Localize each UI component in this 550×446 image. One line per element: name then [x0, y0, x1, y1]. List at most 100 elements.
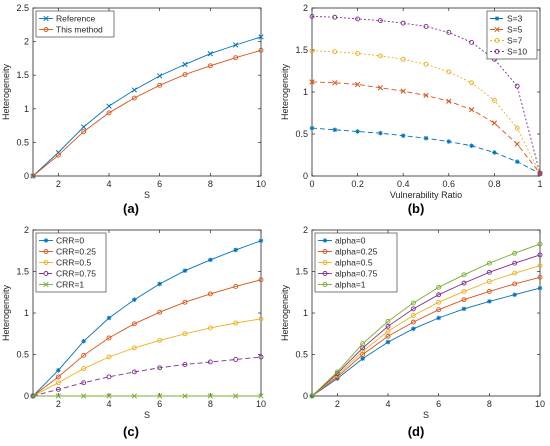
chart-panel-2: 0 0.2 0.4 0.6 0.8 1 0 0.5 1 1.5 2 Vulnerability Rat…	[280, 3, 543, 216]
x-tick-label: 1	[537, 179, 542, 189]
y-tick-label: 1.5	[295, 45, 308, 55]
data-point	[55, 152, 61, 158]
data-point	[468, 106, 475, 113]
data-point	[486, 288, 492, 294]
series-3	[309, 263, 543, 399]
y-tick-label: 1	[303, 308, 308, 318]
data-point	[436, 315, 441, 321]
data-point	[30, 173, 36, 179]
series-line	[311, 265, 541, 397]
data-point	[378, 130, 383, 136]
y-tick-label: 2	[303, 225, 308, 235]
data-point	[309, 48, 315, 54]
y-tick-label: 1	[303, 87, 308, 97]
data-point	[157, 82, 163, 88]
data-point	[309, 79, 315, 85]
x-tick-label: 8	[208, 399, 213, 409]
chart-panel-1: 2 4 6 8 10 0 0.5 1 1.5 2 2.5 S Heterogeneity Referenc…	[1, 3, 266, 216]
data-point	[469, 80, 475, 86]
data-point	[258, 316, 264, 322]
data-point	[81, 129, 87, 135]
y-tick-label: 0	[24, 171, 29, 181]
y-tick-label: 0.5	[295, 350, 308, 360]
y-tick-label: 0	[303, 391, 308, 401]
legend-entry: alpha=0.5	[335, 258, 373, 268]
legend-marker	[322, 271, 328, 276]
series-line	[32, 240, 262, 397]
legend-entry: S=7	[507, 36, 523, 46]
x-tick-label: 2	[335, 399, 340, 409]
data-point	[400, 56, 406, 62]
data-point	[332, 80, 338, 86]
series-line	[32, 318, 262, 397]
data-point	[410, 313, 416, 318]
x-axis-label: S	[423, 410, 429, 420]
data-point	[56, 367, 61, 373]
data-point	[258, 393, 264, 399]
data-point	[486, 269, 492, 275]
data-point	[423, 135, 429, 141]
series-3	[30, 316, 264, 399]
data-point	[385, 318, 391, 324]
data-point	[233, 247, 238, 253]
data-point	[436, 307, 442, 313]
data-point	[81, 380, 87, 386]
y-tick-label: 0.5	[16, 350, 29, 360]
data-point	[157, 309, 163, 315]
data-point	[81, 366, 87, 372]
data-point	[487, 299, 492, 304]
series-2	[309, 274, 543, 399]
data-point	[131, 95, 137, 101]
data-point	[400, 20, 406, 26]
data-point	[81, 393, 87, 399]
data-point	[233, 393, 239, 399]
data-point	[207, 325, 213, 331]
legend-marker	[494, 16, 500, 21]
series-4	[30, 354, 264, 399]
data-point	[182, 331, 188, 337]
data-point	[309, 125, 315, 131]
data-point	[182, 61, 188, 68]
legend-marker	[322, 238, 328, 243]
data-point	[514, 83, 520, 89]
y-tick-label: 1.5	[16, 267, 29, 277]
data-point	[512, 292, 517, 298]
data-point	[55, 393, 61, 399]
data-point	[354, 81, 361, 88]
data-point	[233, 55, 239, 61]
data-point	[131, 393, 137, 399]
y-tick-label: 1.5	[295, 267, 308, 277]
data-point	[182, 362, 188, 367]
x-axis-label: S	[144, 410, 150, 420]
x-tick-label: 8	[208, 179, 213, 189]
x-tick-label: 4	[106, 179, 111, 189]
legend-marker	[43, 15, 49, 22]
data-point	[157, 73, 163, 79]
legend-marker	[43, 249, 49, 254]
series-line	[311, 50, 541, 174]
legend-marker	[494, 26, 500, 33]
data-point	[81, 124, 87, 130]
legend-marker	[43, 281, 49, 288]
legend-marker	[43, 238, 49, 243]
panel-label: (a)	[123, 201, 139, 216]
data-point	[512, 281, 518, 287]
data-point	[446, 29, 452, 35]
data-point	[436, 292, 442, 298]
data-point	[446, 139, 452, 144]
data-point	[131, 87, 137, 93]
data-point	[461, 288, 467, 294]
data-point	[106, 315, 112, 321]
y-axis-label: Heterogeneity	[280, 284, 290, 341]
series-line	[32, 356, 262, 397]
x-tick-label: 6	[157, 399, 162, 409]
data-point	[537, 252, 543, 258]
x-tick-label: 0	[309, 179, 314, 189]
data-point	[436, 299, 442, 305]
legend: S=3S=5S=7S=10	[486, 10, 538, 60]
data-point	[385, 339, 391, 345]
data-point	[514, 141, 520, 147]
data-point	[377, 53, 383, 59]
legend: alpha=0alpha=0.25alpha=0.5alpha=0.75alph…	[314, 232, 398, 293]
y-tick-label: 2	[303, 3, 308, 13]
